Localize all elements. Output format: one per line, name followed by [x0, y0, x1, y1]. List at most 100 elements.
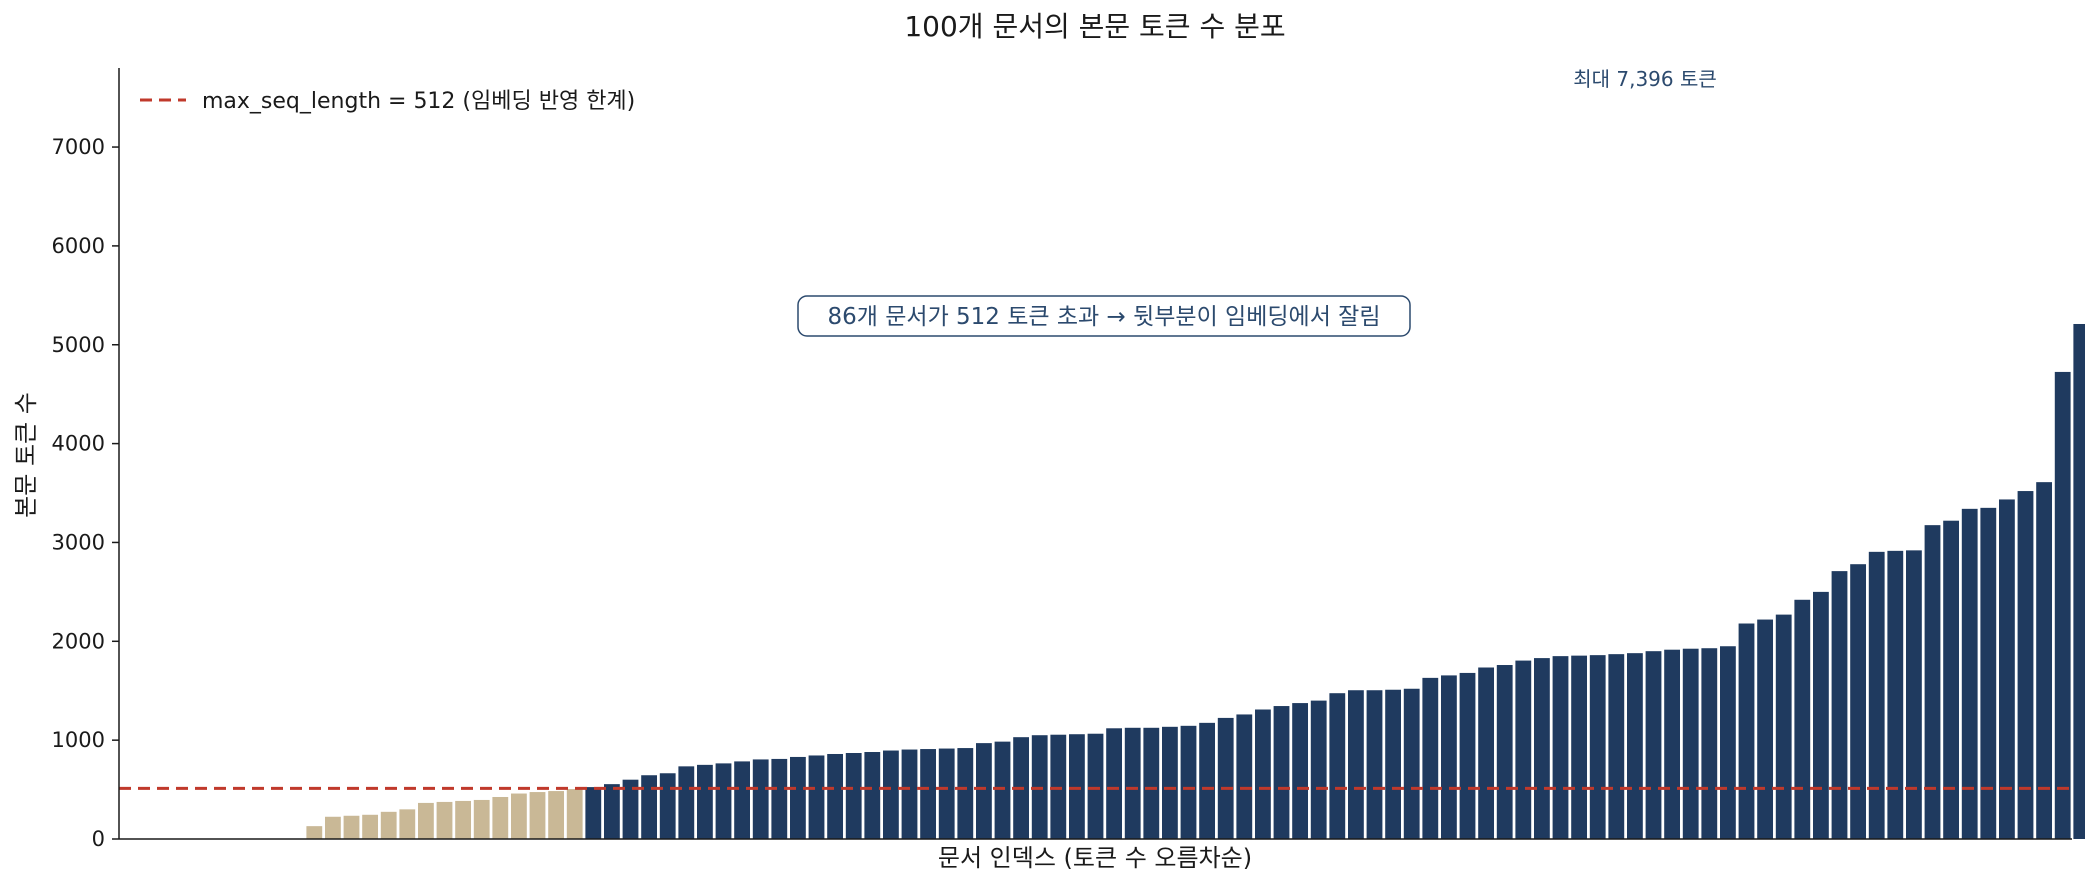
bar — [901, 749, 918, 839]
bar — [1980, 507, 1997, 839]
y-ticks: 0 1000 2000 3000 4000 5000 6000 7000 — [52, 135, 119, 851]
bar — [883, 750, 899, 839]
bar — [1813, 591, 1829, 839]
bar — [1999, 499, 2015, 839]
legend: max_seq_length = 512 (임베딩 반영 한계) — [140, 89, 635, 114]
bar — [2054, 371, 2071, 839]
bar — [306, 826, 323, 839]
bar — [1664, 649, 1681, 839]
bar — [1794, 599, 1811, 839]
bar — [492, 796, 509, 839]
y-tick-label: 1000 — [52, 728, 105, 752]
annotation-box: 86개 문서가 512 토큰 초과 → 뒷부분이 임베딩에서 잘림 — [797, 295, 1411, 337]
bar — [1627, 653, 1643, 839]
y-tick-label: 0 — [92, 827, 105, 851]
bar — [1199, 722, 1216, 839]
bar — [845, 753, 862, 839]
bar — [938, 748, 955, 839]
bar — [659, 773, 676, 839]
bar — [473, 799, 490, 839]
bar — [1701, 648, 1718, 839]
bar — [752, 759, 769, 839]
bar — [418, 802, 434, 839]
bar — [808, 755, 825, 839]
bar — [1831, 571, 1848, 839]
y-axis-label: 본문 토큰 수 — [12, 392, 40, 518]
bar — [1571, 655, 1588, 839]
annotation-text: 86개 문서가 512 토큰 초과 → 뒷부분이 임베딩에서 잘림 — [828, 304, 1381, 330]
bar — [1589, 655, 1606, 839]
bar — [511, 793, 527, 839]
chart-title: 100개 문서의 본문 토큰 수 분포 — [904, 10, 1285, 43]
bar — [1850, 564, 1867, 839]
bar — [715, 763, 732, 839]
bar — [1887, 550, 1904, 839]
bar — [1236, 714, 1253, 839]
bar — [976, 743, 992, 839]
y-tick-label: 4000 — [52, 432, 105, 456]
bar — [641, 775, 658, 839]
bar — [1441, 675, 1457, 839]
bar — [1348, 690, 1364, 839]
legend-label: max_seq_length = 512 (임베딩 반영 한계) — [202, 89, 635, 114]
bar — [2073, 323, 2085, 839]
bar — [1385, 689, 1402, 839]
bar — [1180, 725, 1197, 839]
bar — [1255, 709, 1271, 839]
bar — [1961, 508, 1978, 839]
y-tick-label: 7000 — [52, 135, 105, 159]
bar — [994, 741, 1011, 839]
bar — [920, 749, 937, 839]
y-tick-label: 3000 — [52, 530, 105, 554]
bar — [455, 800, 472, 839]
bar — [864, 752, 881, 839]
y-tick-label: 5000 — [52, 333, 105, 357]
bar — [1534, 658, 1550, 839]
bar — [790, 756, 806, 839]
bar — [1124, 727, 1141, 839]
bar — [1906, 550, 1922, 839]
bar — [325, 816, 341, 839]
bar — [1645, 651, 1662, 839]
bar — [548, 791, 565, 839]
bar — [343, 815, 360, 839]
bar — [1403, 688, 1420, 839]
max-value-label: 최대 7,396 토큰 — [1573, 67, 1717, 91]
bar — [1924, 525, 1941, 839]
bar — [697, 764, 713, 839]
annotation-frame — [797, 295, 1411, 337]
bar — [1422, 677, 1439, 839]
y-tick-label: 2000 — [52, 629, 105, 653]
bar — [604, 784, 620, 839]
bar — [1682, 648, 1699, 839]
bar — [1496, 665, 1513, 839]
bar — [1775, 614, 1792, 839]
bar — [585, 787, 602, 839]
bar — [529, 792, 546, 839]
bar — [1366, 690, 1383, 839]
bar — [2036, 482, 2053, 839]
bar — [1087, 733, 1104, 839]
bar — [1738, 623, 1755, 839]
y-tick-label: 6000 — [52, 234, 105, 258]
bar — [1050, 734, 1067, 839]
bar — [1720, 646, 1736, 839]
bar — [1552, 656, 1569, 839]
bar — [1106, 728, 1122, 839]
bar — [380, 811, 397, 839]
bar — [1069, 734, 1085, 839]
bar — [1757, 619, 1774, 839]
bar — [771, 758, 788, 839]
bar — [1273, 706, 1290, 839]
bar — [399, 809, 416, 839]
bar — [957, 748, 974, 839]
bar-series — [306, 323, 2085, 839]
x-axis-label: 문서 인덱스 (토큰 수 오름차순) — [938, 844, 1252, 872]
bar — [1478, 667, 1495, 839]
bar — [827, 753, 844, 839]
bar — [1459, 672, 1476, 839]
bar — [1943, 520, 1960, 839]
bar — [436, 801, 453, 839]
bar — [1608, 654, 1625, 839]
